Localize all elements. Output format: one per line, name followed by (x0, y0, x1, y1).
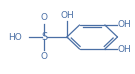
Text: O: O (41, 13, 48, 22)
Text: HO: HO (8, 32, 22, 42)
Text: OH: OH (61, 11, 74, 20)
Text: O: O (41, 52, 48, 61)
Text: OH: OH (117, 20, 131, 29)
Text: OH: OH (117, 45, 131, 54)
Text: S: S (41, 32, 47, 42)
